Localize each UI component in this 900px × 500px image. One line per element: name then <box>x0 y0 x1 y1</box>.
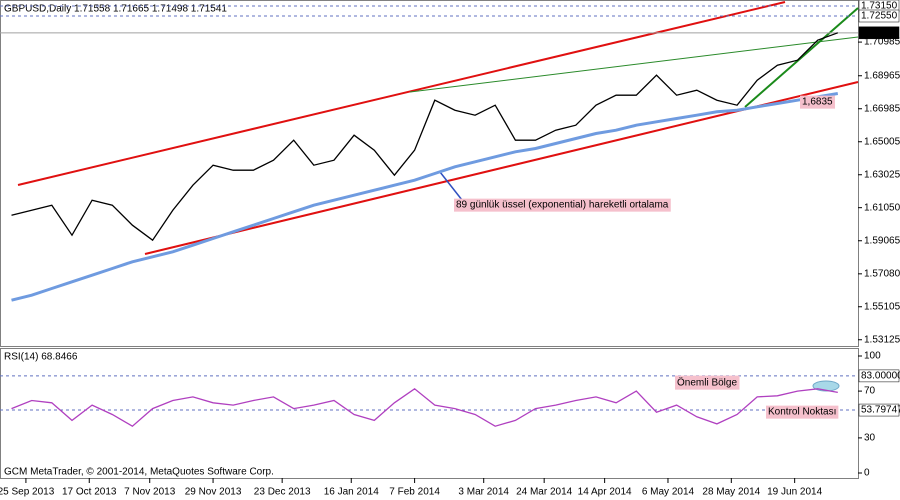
y-tick-label: 100 <box>864 351 881 362</box>
y-tick-label: 1.53125 <box>864 334 900 345</box>
x-tick-label: 14 Apr 2014 <box>578 487 632 498</box>
y-tick-label: 70 <box>864 386 876 397</box>
ema-line <box>11 92 839 302</box>
label-highlight <box>675 375 740 390</box>
level-box <box>858 369 900 383</box>
annotation: 89 günlük üssel (exponential) hareketli … <box>456 200 669 211</box>
y-tick-label: 1.70985 <box>864 37 900 48</box>
y-tick-label: 1.59065 <box>864 235 900 246</box>
x-tick-label: 28 May 2014 <box>702 487 760 498</box>
x-tick-label: 24 Mar 2014 <box>516 487 573 498</box>
rsi-line <box>11 387 838 427</box>
x-tick-label: 6 May 2014 <box>642 487 695 498</box>
x-tick-label: 23 Dec 2013 <box>254 487 311 498</box>
level-label: 53.79747 <box>861 405 900 416</box>
rsi-title: RSI(14) 68.8466 <box>4 352 78 363</box>
level-label: 83.00000 <box>861 371 900 382</box>
level-box <box>858 403 900 417</box>
level-label: 1.71541 <box>861 27 898 38</box>
trend-line-steep <box>744 7 859 108</box>
y-tick-label: 1.65005 <box>864 136 900 147</box>
y-tick-label: 1.63025 <box>864 169 900 180</box>
x-tick-label: 29 Nov 2013 <box>185 487 242 498</box>
rsi-panel <box>0 348 859 479</box>
price-panel <box>0 0 859 347</box>
level-label: 1.73150 <box>861 1 898 12</box>
x-tick-label: 19 Jun 2014 <box>767 487 822 498</box>
level-box <box>858 26 900 40</box>
chart-title: GBPUSD,Daily 1.71558 1.71665 1.71498 1.7… <box>4 4 227 15</box>
label-highlight <box>766 405 839 419</box>
annotation: Önemli Bölge <box>677 377 737 389</box>
label-highlight <box>454 198 671 212</box>
label-highlight <box>800 95 836 109</box>
y-tick-label: 1.55105 <box>864 301 900 312</box>
footer: GCM MetaTrader, © 2001-2014, MetaQuotes … <box>4 467 274 478</box>
level-box <box>858 9 900 23</box>
y-tick-label: 30 <box>864 433 876 444</box>
x-tick-label: 7 Feb 2014 <box>389 487 440 498</box>
y-tick-label: 1.61050 <box>864 202 900 213</box>
x-tick-label: 16 Jan 2014 <box>324 487 379 498</box>
x-tick-label: 17 Oct 2013 <box>62 487 117 498</box>
x-tick-label: 3 Mar 2014 <box>458 487 509 498</box>
price-line <box>11 32 839 242</box>
annotation: Kontrol Noktası <box>768 407 836 418</box>
y-tick-label: 1.66985 <box>864 103 900 114</box>
y-tick-label: 1.68965 <box>864 70 900 81</box>
x-tick-label: 25 Sep 2013 <box>0 487 55 498</box>
x-tick-label: 7 Nov 2013 <box>124 487 176 498</box>
level-label: 1.72550 <box>861 11 898 22</box>
y-tick-label: 0 <box>864 468 870 479</box>
trend-line <box>409 36 859 93</box>
annotation: 1,6835 <box>802 97 833 108</box>
pointer-line <box>439 171 463 201</box>
y-tick-label: 1.57080 <box>864 268 900 279</box>
